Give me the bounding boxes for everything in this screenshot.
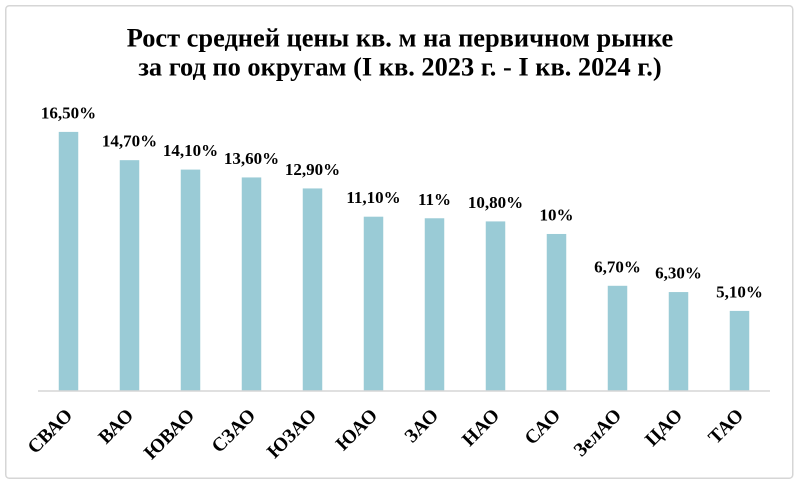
svg-text:14,10%: 14,10% xyxy=(163,141,218,160)
svg-text:14,70%: 14,70% xyxy=(102,132,157,151)
svg-text:11,10%: 11,10% xyxy=(346,188,400,207)
svg-text:Рост средней цены кв. м на пер: Рост средней цены кв. м на первичном рын… xyxy=(127,23,674,53)
svg-text:13,60%: 13,60% xyxy=(224,149,279,168)
svg-text:за год по округам (I кв. 2023: за год по округам (I кв. 2023 г. - I кв.… xyxy=(138,52,661,82)
svg-text:6,30%: 6,30% xyxy=(655,264,702,283)
svg-text:12,90%: 12,90% xyxy=(285,160,340,179)
svg-text:11%: 11% xyxy=(418,190,451,209)
svg-text:16,50%: 16,50% xyxy=(41,103,96,122)
svg-text:10%: 10% xyxy=(540,205,574,224)
svg-text:6,70%: 6,70% xyxy=(594,257,641,276)
svg-text:5,10%: 5,10% xyxy=(716,282,763,301)
svg-text:10,80%: 10,80% xyxy=(468,193,523,212)
